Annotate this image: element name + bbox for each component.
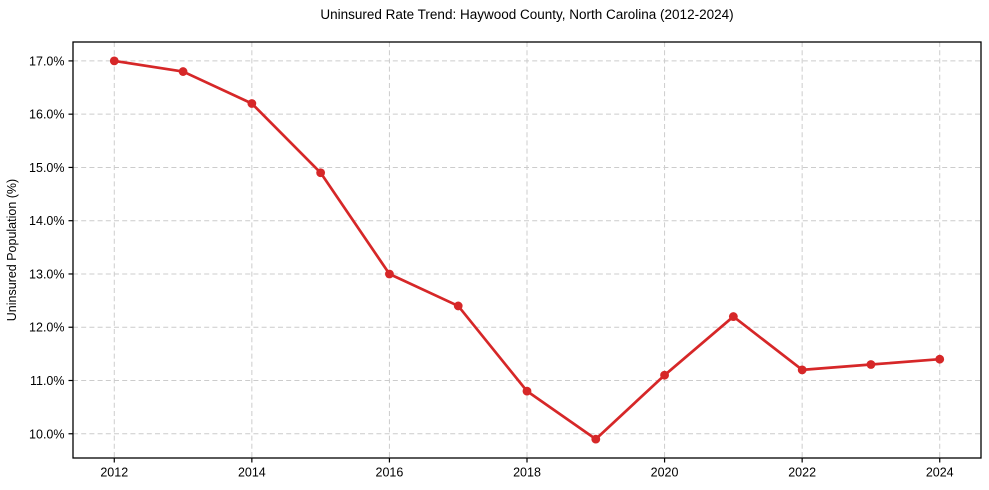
data-point — [109, 56, 119, 66]
y-tick-label: 13.0% — [29, 267, 64, 281]
gridlines — [73, 42, 981, 458]
y-tick-label: 17.0% — [29, 54, 64, 68]
data-point — [797, 365, 807, 375]
x-tick-label: 2016 — [376, 466, 404, 480]
chart-title: Uninsured Rate Trend: Haywood County, No… — [320, 7, 734, 22]
data-points — [109, 56, 945, 444]
data-point — [453, 301, 463, 311]
data-point — [935, 354, 945, 364]
data-point — [316, 168, 326, 178]
data-point — [660, 370, 669, 380]
data-point — [522, 386, 532, 396]
plot-border — [72, 41, 982, 459]
data-point — [866, 360, 876, 369]
y-tick-label: 10.0% — [29, 427, 64, 441]
x-tick-label: 2020 — [651, 466, 679, 480]
y-tick-label: 12.0% — [29, 321, 64, 335]
y-tick-label: 16.0% — [29, 108, 64, 122]
x-tick-label: 2024 — [926, 466, 954, 480]
data-point — [385, 269, 394, 279]
data-point — [728, 312, 738, 321]
data-point — [178, 67, 188, 76]
data-point — [591, 434, 601, 444]
y-tick-label: 11.0% — [30, 374, 65, 388]
x-tick-label: 2018 — [513, 466, 541, 480]
x-tick-label: 2012 — [100, 466, 128, 480]
axes: 10.0% 11.0% 12.0% 13.0% 14.0% 15.0% 16.0% 17.0%… — [29, 54, 954, 479]
y-tick-label: 14.0% — [29, 214, 64, 228]
data-point — [247, 99, 257, 108]
x-tick-label: 2022 — [788, 466, 816, 480]
y-tick-label: 15.0% — [29, 161, 64, 175]
x-tick-label: 2014 — [238, 466, 266, 480]
